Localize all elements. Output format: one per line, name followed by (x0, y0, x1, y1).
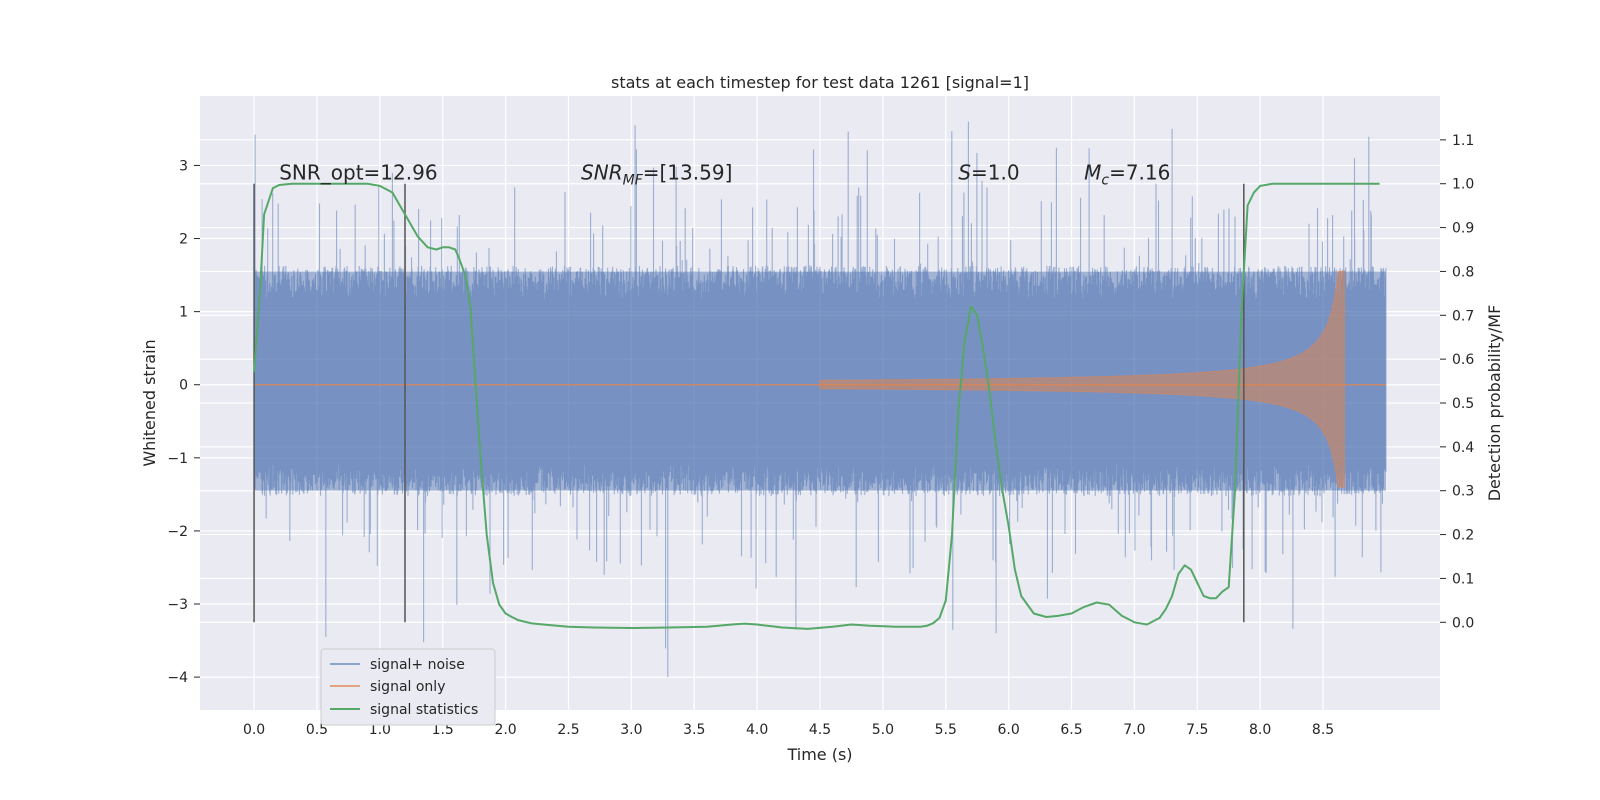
x-tick-label: 8.5 (1312, 722, 1334, 738)
y-tick-label: 1 (179, 305, 188, 321)
legend-box (320, 648, 496, 726)
statistics-line (253, 182, 1380, 630)
x-tick-label: 7.5 (1186, 722, 1208, 738)
y-tick-label: 2 (179, 232, 188, 248)
y-tick-label: −1 (167, 451, 188, 467)
annotation: SNR_opt=12.96 (279, 160, 437, 184)
annotation: SNRMF=[13.59] (581, 160, 732, 188)
x-tick-label: 5.0 (872, 722, 894, 738)
x-tick-label: 8.0 (1249, 722, 1271, 738)
x-tick-label: 7.0 (1123, 722, 1145, 738)
x-axis-ticks: 0.0 0.5 1.0 1.5 2.0 2.5 3.0 3.5 4.0 4.5 5.0 5.5 6.0 6… (243, 722, 1334, 738)
legend-label-statistics: signal statistics (370, 702, 478, 718)
y2-tick-label: 0.2 (1452, 528, 1474, 544)
x-tick-label: 1.5 (432, 722, 454, 738)
x-tick-label: 5.5 (935, 722, 957, 738)
chart-title: stats at each timestep for test data 126… (611, 73, 1029, 92)
x-tick-label: 1.0 (369, 722, 391, 738)
x-tick-label: 6.0 (998, 722, 1020, 738)
y2-tick-label: 0.5 (1452, 396, 1474, 412)
y2-tick-label: 0.4 (1452, 440, 1474, 456)
y2-tick-label: 0.9 (1452, 221, 1474, 237)
y2-tick-label: 0.7 (1452, 308, 1474, 324)
signal-series-layer (254, 270, 1386, 488)
y-tick-label: −2 (167, 524, 188, 540)
y2-tick-label: 1.0 (1452, 177, 1474, 193)
x-tick-label: 3.0 (620, 722, 642, 738)
x-tick-label: 4.0 (746, 722, 768, 738)
statistics-series-layer (253, 182, 1380, 630)
legend-label-noise: signal+ noise (370, 657, 465, 673)
y2-axis-label: Detection probability/MF (1485, 305, 1504, 502)
x-tick-label: 2.5 (557, 722, 579, 738)
y2-tick-label: 0.6 (1452, 352, 1474, 368)
annotation: S=1.0 (958, 160, 1019, 184)
annotations: SNR_opt=12.96 SNRMF=[13.59] S=1.0 Mc=7.16 (279, 160, 1170, 188)
legend: signal+ noise signal only signal statist… (320, 648, 496, 726)
x-tick-label: 0.0 (243, 722, 265, 738)
x-tick-label: 6.5 (1060, 722, 1082, 738)
x-axis-label: Time (s) (786, 745, 852, 764)
y-tick-label: −3 (167, 597, 188, 613)
y2-tick-label: 1.1 (1452, 133, 1474, 149)
y2-tick-label: 0.0 (1452, 615, 1474, 631)
x-tick-label: 4.5 (809, 722, 831, 738)
x-tick-label: 3.5 (683, 722, 705, 738)
y2-tick-label: 0.8 (1452, 264, 1474, 280)
y-tick-label: 3 (179, 158, 188, 174)
x-tick-label: 2.0 (494, 722, 516, 738)
y-tick-label: −4 (167, 670, 188, 686)
y-tick-label: 0 (179, 378, 188, 394)
y2-axis-ticks: 0.0 0.1 0.2 0.3 0.4 0.5 0.6 0.7 0.8 0.9 1.0 1.1 (1440, 133, 1474, 631)
x-tick-label: 0.5 (306, 722, 328, 738)
y2-tick-label: 0.1 (1452, 571, 1474, 587)
legend-label-signal: signal only (370, 679, 445, 695)
y-axis-label: Whitened strain (140, 339, 159, 466)
annotation: Mc=7.16 (1084, 160, 1170, 188)
signal-chirp (819, 270, 1345, 488)
y2-tick-label: 0.3 (1452, 484, 1474, 500)
y-axis-ticks: −4 −3 −2 −1 0 1 2 3 (167, 158, 200, 686)
